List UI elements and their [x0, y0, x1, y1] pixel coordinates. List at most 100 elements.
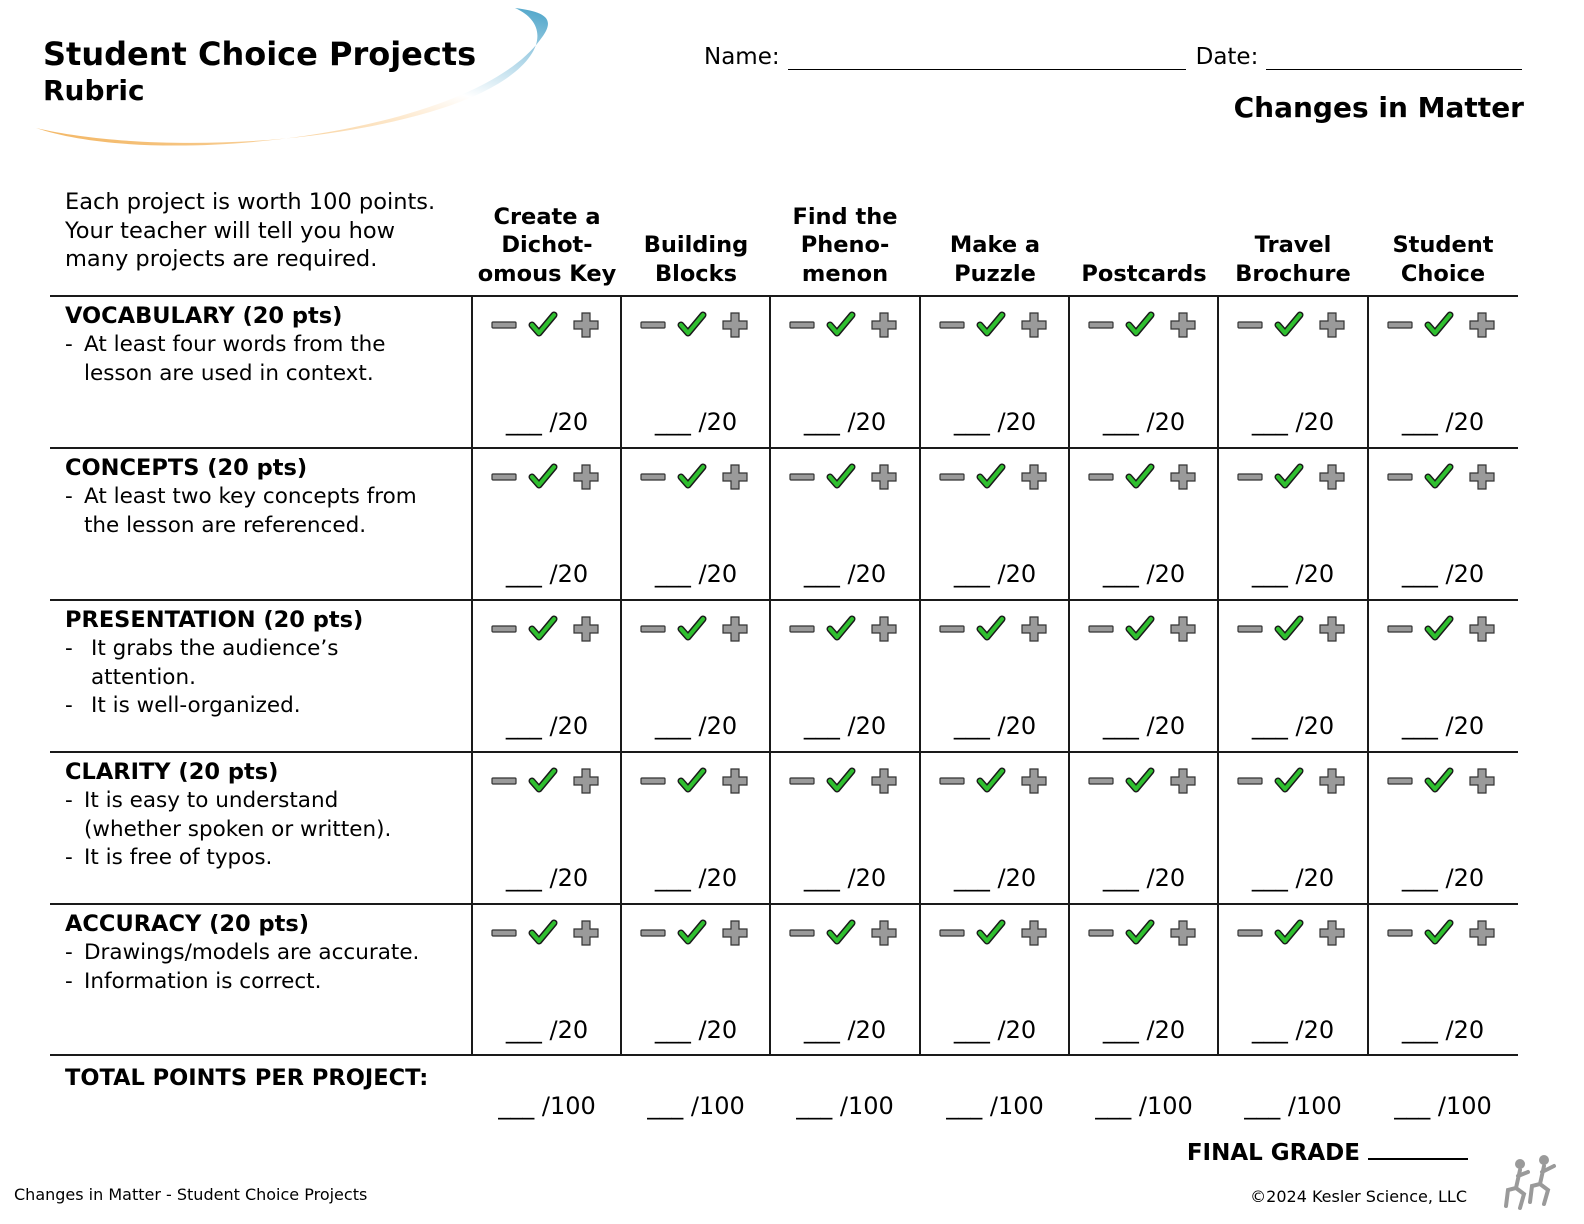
total-score-field[interactable]: ___ /100 — [647, 1092, 745, 1120]
score-field[interactable]: ___ /20 — [953, 864, 1037, 892]
minus-icon[interactable] — [640, 929, 666, 937]
minus-icon[interactable] — [939, 625, 965, 633]
plus-icon[interactable] — [1021, 464, 1047, 490]
plus-icon[interactable] — [871, 616, 897, 642]
checkmark-icon[interactable] — [677, 311, 707, 337]
checkmark-icon[interactable] — [528, 311, 558, 337]
minus-icon[interactable] — [1237, 929, 1263, 937]
checkmark-icon[interactable] — [1125, 767, 1155, 793]
plus-icon[interactable] — [1021, 768, 1047, 794]
total-score-field[interactable]: ___ /100 — [946, 1092, 1044, 1120]
score-field[interactable]: ___ /20 — [654, 1016, 738, 1044]
score-field[interactable]: ___ /20 — [953, 408, 1037, 436]
score-field[interactable]: ___ /20 — [1102, 712, 1186, 740]
checkmark-icon[interactable] — [1274, 311, 1304, 337]
minus-icon[interactable] — [1088, 777, 1114, 785]
plus-icon[interactable] — [573, 464, 599, 490]
score-field[interactable]: ___ /20 — [1102, 1016, 1186, 1044]
minus-icon[interactable] — [1387, 777, 1413, 785]
checkmark-icon[interactable] — [528, 463, 558, 489]
score-field[interactable]: ___ /20 — [505, 864, 589, 892]
plus-icon[interactable] — [1319, 312, 1345, 338]
score-field[interactable]: ___ /20 — [505, 408, 589, 436]
final-grade-field[interactable] — [1368, 1136, 1468, 1160]
plus-icon[interactable] — [722, 464, 748, 490]
minus-icon[interactable] — [789, 321, 815, 329]
checkmark-icon[interactable] — [1125, 463, 1155, 489]
plus-icon[interactable] — [1319, 464, 1345, 490]
checkmark-icon[interactable] — [1424, 615, 1454, 641]
score-field[interactable]: ___ /20 — [953, 1016, 1037, 1044]
minus-icon[interactable] — [939, 321, 965, 329]
score-field[interactable]: ___ /20 — [803, 712, 887, 740]
score-field[interactable]: ___ /20 — [505, 1016, 589, 1044]
minus-icon[interactable] — [1387, 321, 1413, 329]
score-field[interactable]: ___ /20 — [1401, 1016, 1485, 1044]
minus-icon[interactable] — [640, 321, 666, 329]
plus-icon[interactable] — [1319, 616, 1345, 642]
minus-icon[interactable] — [939, 473, 965, 481]
score-field[interactable]: ___ /20 — [654, 712, 738, 740]
checkmark-icon[interactable] — [1125, 311, 1155, 337]
name-field[interactable] — [787, 43, 1186, 70]
plus-icon[interactable] — [1469, 616, 1495, 642]
plus-icon[interactable] — [573, 312, 599, 338]
checkmark-icon[interactable] — [1274, 463, 1304, 489]
minus-icon[interactable] — [939, 777, 965, 785]
plus-icon[interactable] — [573, 768, 599, 794]
plus-icon[interactable] — [1021, 312, 1047, 338]
score-field[interactable]: ___ /20 — [1102, 560, 1186, 588]
plus-icon[interactable] — [1469, 768, 1495, 794]
score-field[interactable]: ___ /20 — [1401, 712, 1485, 740]
checkmark-icon[interactable] — [1274, 615, 1304, 641]
minus-icon[interactable] — [1237, 321, 1263, 329]
checkmark-icon[interactable] — [1424, 919, 1454, 945]
plus-icon[interactable] — [871, 768, 897, 794]
checkmark-icon[interactable] — [976, 615, 1006, 641]
checkmark-icon[interactable] — [1424, 463, 1454, 489]
plus-icon[interactable] — [573, 616, 599, 642]
minus-icon[interactable] — [789, 473, 815, 481]
score-field[interactable]: ___ /20 — [654, 408, 738, 436]
score-field[interactable]: ___ /20 — [654, 560, 738, 588]
checkmark-icon[interactable] — [826, 311, 856, 337]
plus-icon[interactable] — [1170, 920, 1196, 946]
plus-icon[interactable] — [722, 768, 748, 794]
plus-icon[interactable] — [871, 464, 897, 490]
minus-icon[interactable] — [789, 625, 815, 633]
score-field[interactable]: ___ /20 — [1102, 408, 1186, 436]
plus-icon[interactable] — [722, 920, 748, 946]
minus-icon[interactable] — [789, 929, 815, 937]
minus-icon[interactable] — [491, 473, 517, 481]
minus-icon[interactable] — [1088, 929, 1114, 937]
checkmark-icon[interactable] — [528, 767, 558, 793]
minus-icon[interactable] — [1088, 321, 1114, 329]
score-field[interactable]: ___ /20 — [1102, 864, 1186, 892]
plus-icon[interactable] — [871, 920, 897, 946]
checkmark-icon[interactable] — [677, 615, 707, 641]
score-field[interactable]: ___ /20 — [803, 408, 887, 436]
score-field[interactable]: ___ /20 — [953, 560, 1037, 588]
total-score-field[interactable]: ___ /100 — [498, 1092, 596, 1120]
score-field[interactable]: ___ /20 — [803, 1016, 887, 1044]
score-field[interactable]: ___ /20 — [1401, 408, 1485, 436]
checkmark-icon[interactable] — [976, 311, 1006, 337]
score-field[interactable]: ___ /20 — [803, 864, 887, 892]
score-field[interactable]: ___ /20 — [505, 712, 589, 740]
plus-icon[interactable] — [573, 920, 599, 946]
date-field[interactable] — [1266, 43, 1523, 70]
plus-icon[interactable] — [1170, 464, 1196, 490]
total-score-field[interactable]: ___ /100 — [1394, 1092, 1492, 1120]
checkmark-icon[interactable] — [1424, 767, 1454, 793]
minus-icon[interactable] — [1237, 625, 1263, 633]
checkmark-icon[interactable] — [976, 919, 1006, 945]
plus-icon[interactable] — [871, 312, 897, 338]
plus-icon[interactable] — [1170, 616, 1196, 642]
total-score-field[interactable]: ___ /100 — [1095, 1092, 1193, 1120]
score-field[interactable]: ___ /20 — [803, 560, 887, 588]
score-field[interactable]: ___ /20 — [1401, 864, 1485, 892]
checkmark-icon[interactable] — [826, 919, 856, 945]
plus-icon[interactable] — [1319, 920, 1345, 946]
plus-icon[interactable] — [1469, 312, 1495, 338]
plus-icon[interactable] — [1021, 616, 1047, 642]
